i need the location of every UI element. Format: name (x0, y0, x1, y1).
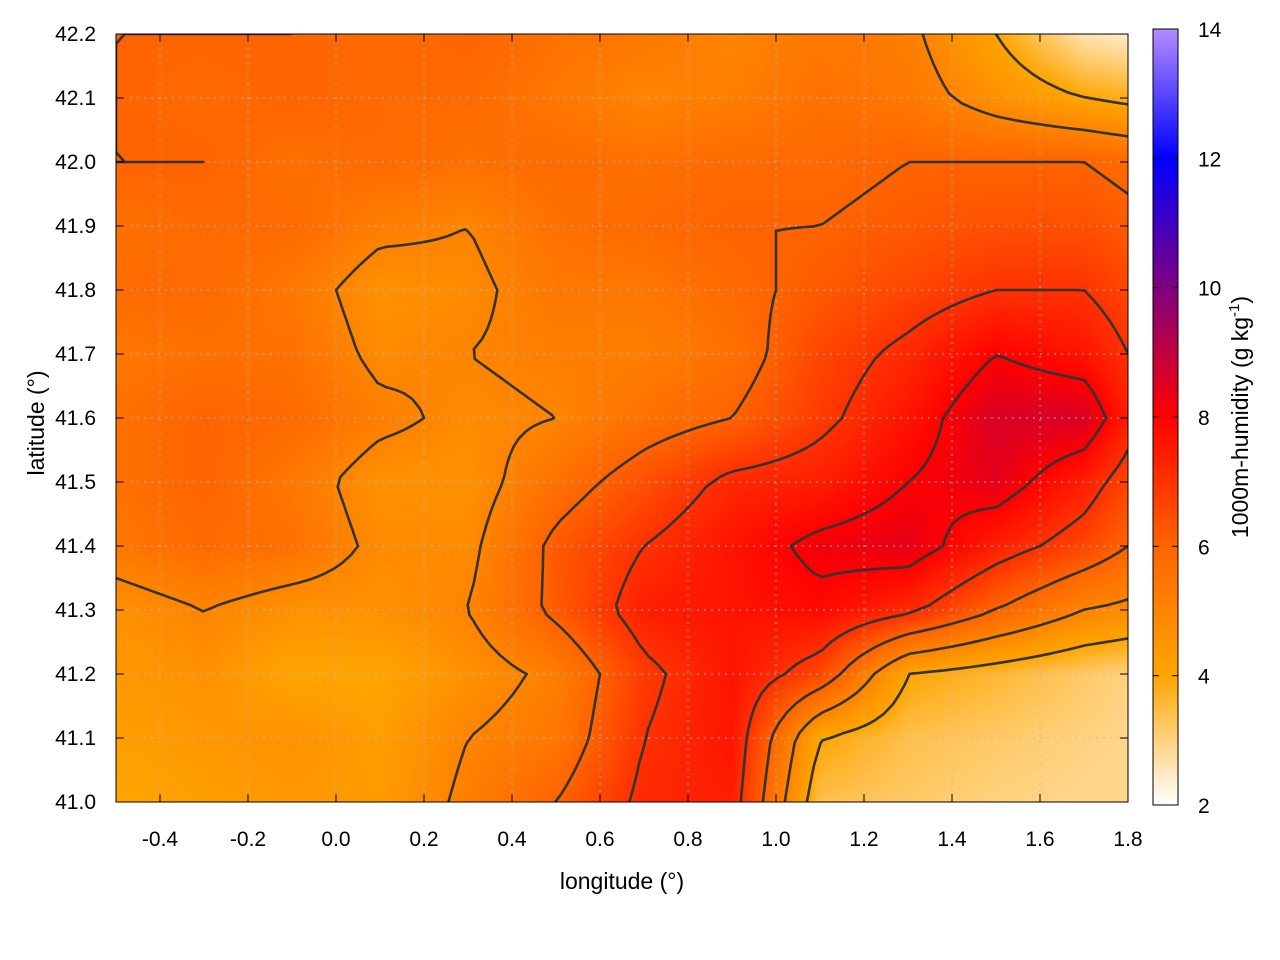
y-tick-label: 42.2 (55, 23, 96, 46)
contour-level-5 (116, 34, 1128, 802)
x-tick-label: 1.0 (761, 828, 790, 851)
x-tick-label: 1.6 (1025, 828, 1054, 851)
colorbar-tick-label: 2 (1198, 795, 1210, 818)
y-tick-label: 41.9 (55, 215, 96, 238)
contour-lines (116, 34, 1128, 802)
colorbar-tick-label: 8 (1198, 407, 1210, 430)
plot-area (116, 34, 1128, 802)
x-tick-label: 0.8 (673, 828, 702, 851)
y-tick-label: 41.0 (55, 791, 96, 814)
y-axis-title: latitude (°) (23, 370, 49, 475)
x-tick-label: 0.2 (409, 828, 438, 851)
y-tick-label: 41.3 (55, 599, 96, 622)
y-tick-label: 41.4 (55, 535, 96, 558)
x-tick-label: 1.2 (849, 828, 878, 851)
x-tick-label: 1.8 (1113, 828, 1142, 851)
x-tick-label: 0.0 (321, 828, 350, 851)
y-tick-label: 41.5 (55, 471, 96, 494)
colorbar-title-end: ) (1227, 296, 1253, 304)
colorbar-tick-label: 6 (1198, 536, 1210, 559)
colorbar-title-main: 1000m-humidity (g kg (1227, 317, 1253, 538)
colorbar-title-sup: -1 (1226, 304, 1243, 317)
colorbar-tick-label: 12 (1198, 148, 1221, 171)
grid-lines (116, 34, 1128, 802)
y-tick-label: 41.7 (55, 343, 96, 366)
colorbar-ticks: 2 4 6 8 10 12 14 (1153, 19, 1222, 818)
contour-level-8 (789, 354, 1108, 579)
x-tick-label: -0.4 (142, 828, 179, 851)
y-tick-label: 41.8 (55, 279, 96, 302)
y-tick-label: 42.1 (55, 87, 96, 110)
x-tick-label: -0.2 (230, 828, 266, 851)
contour-level-4 (805, 34, 1128, 802)
x-axis: -0.4 -0.2 0.0 0.2 0.4 0.6 0.8 1.0 1.2 1.4 1.6 1.8 (142, 34, 1143, 851)
colorbar: 2 4 6 8 10 12 14 1000m-humidity (g kg-1) (1152, 19, 1253, 818)
y-tick-label: 41.1 (55, 727, 96, 750)
colorbar-title: 1000m-humidity (g kg-1) (1226, 296, 1253, 538)
y-tick-label: 41.2 (55, 663, 96, 686)
colorbar-tick-label: 14 (1198, 19, 1222, 42)
y-axis: 41.0 41.1 41.2 41.3 41.4 41.5 41.6 41.7 41.8 41.9… (55, 23, 1128, 814)
colorbar-tick-label: 10 (1198, 278, 1221, 301)
contour-level-6 (116, 34, 1128, 802)
y-tick-label: 42.0 (55, 151, 96, 174)
x-tick-label: 1.4 (937, 828, 967, 851)
x-tick-label: 0.4 (497, 828, 527, 851)
y-tick-label: 41.6 (55, 407, 96, 430)
x-tick-label: 0.6 (585, 828, 614, 851)
contour-level-7 (614, 288, 1128, 802)
colorbar-tick-label: 4 (1198, 666, 1210, 689)
x-axis-title: longitude (°) (560, 868, 684, 894)
